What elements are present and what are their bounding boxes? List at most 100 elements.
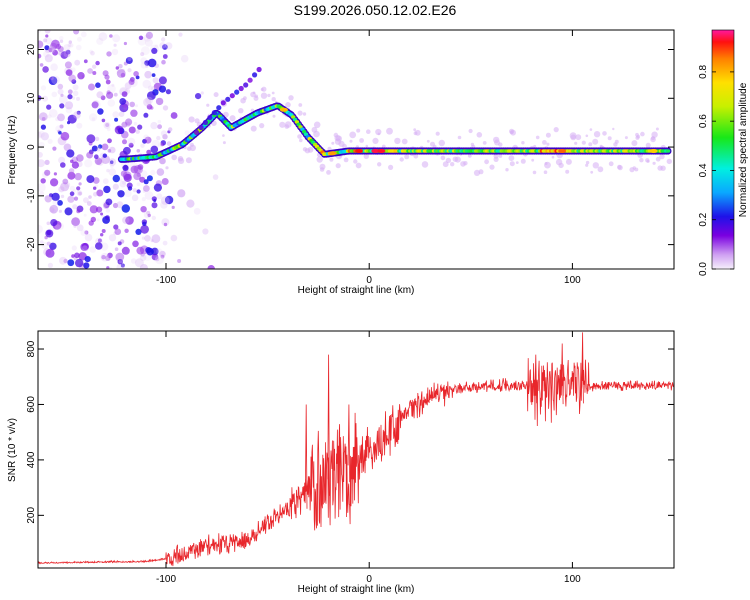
halo-dot [543, 170, 548, 174]
noise-dot [40, 240, 44, 244]
noise-dot [100, 212, 104, 216]
noise-dot [137, 164, 144, 170]
noise-dot [67, 94, 73, 100]
noise-dot [95, 60, 100, 66]
halo-dot [440, 155, 446, 161]
noise-dot [60, 51, 69, 59]
noise-dot [120, 263, 125, 268]
noise-dot [160, 201, 168, 209]
halo-dot [545, 132, 551, 138]
noise-dot [63, 44, 71, 52]
noise-dot [116, 69, 126, 78]
halo-dot [617, 165, 623, 171]
noise-dot [129, 101, 135, 108]
noise-dot [143, 179, 149, 185]
halo-dot [585, 160, 590, 165]
noise-dot [58, 156, 66, 164]
noise-dot [136, 246, 145, 255]
halo-dot [553, 127, 559, 133]
noise-dot [119, 98, 127, 105]
halo-dot [612, 127, 615, 131]
noise-dot [122, 139, 127, 145]
noise-dot [141, 197, 146, 202]
noise-dot [112, 34, 121, 43]
noise-dot [212, 174, 219, 180]
hot-spot [558, 149, 567, 153]
noise-dot [111, 48, 119, 56]
noise-dot [116, 263, 125, 269]
halo-dot [338, 140, 345, 147]
halo-dot [187, 146, 192, 151]
colorbar: 0.0 0.2 0.4 0.6 0.8 Normalized spectral ampl… [698, 29, 749, 276]
noise-dot [73, 90, 79, 97]
noise-dot [96, 189, 104, 197]
noise-dot [143, 185, 150, 192]
noise-dot [51, 209, 57, 214]
halo-dot [355, 162, 362, 169]
noise-dot [122, 164, 129, 171]
noise-dot [96, 206, 103, 213]
halo-dot [316, 156, 323, 163]
noise-dot [92, 177, 100, 184]
noise-dot [55, 125, 62, 132]
noise-dot [76, 96, 80, 101]
noise-dot [118, 259, 123, 264]
noise-dot [122, 180, 126, 185]
halo-dot [349, 139, 353, 143]
colorbar-label: Normalized spectral amplitude [738, 82, 749, 217]
noise-dot [151, 47, 158, 55]
halo-dot [640, 131, 645, 137]
noise-dot [49, 242, 57, 250]
noise-dot [59, 36, 64, 41]
noise-dot [67, 171, 76, 180]
snr-y-tick-label: 600 [26, 396, 37, 413]
noise-dot [133, 172, 142, 181]
noise-dot [48, 45, 56, 54]
noise-dot [65, 106, 73, 114]
noise-dot [137, 124, 143, 130]
noise-dot [156, 135, 161, 141]
noise-dot [50, 219, 58, 227]
branch-blob [243, 82, 249, 88]
halo-dot [272, 114, 276, 118]
noise-dot [58, 209, 63, 213]
halo-dot [468, 128, 473, 134]
noise-dot [98, 32, 108, 41]
noise-dot [152, 77, 159, 84]
noise-dot [51, 192, 60, 202]
spectrogram-heatmap [38, 30, 672, 269]
noise-dot [49, 42, 58, 50]
noise-dot [86, 134, 96, 144]
noise-dot [38, 131, 43, 139]
noise-dot [67, 114, 77, 124]
noise-dot [46, 104, 52, 110]
halo-dot [331, 141, 335, 145]
noise-dot [88, 83, 95, 91]
halo-dot [570, 134, 577, 141]
noise-dot [48, 76, 58, 85]
noise-dot [147, 213, 151, 218]
noise-dot [150, 106, 154, 110]
halo-dot [298, 103, 303, 107]
spectrogram-y-tick-label: -10 [26, 188, 37, 203]
ridge-blob [665, 149, 671, 153]
halo-dot [401, 138, 408, 145]
noise-dot [44, 159, 50, 165]
halo-dot [532, 170, 537, 175]
noise-dot [89, 113, 98, 122]
hot-spot [279, 107, 288, 112]
noise-dot [128, 79, 135, 85]
noise-dot [117, 241, 122, 246]
noise-dot [41, 117, 46, 121]
halo-dot [319, 167, 325, 172]
noise-dot [80, 229, 87, 236]
halo-dot [168, 127, 173, 132]
noise-dot [112, 183, 119, 190]
halo-dot [635, 135, 640, 140]
noise-dot [74, 252, 80, 259]
halo-dot [271, 91, 275, 95]
halo-dot [635, 132, 639, 137]
noise-dot [71, 96, 76, 100]
